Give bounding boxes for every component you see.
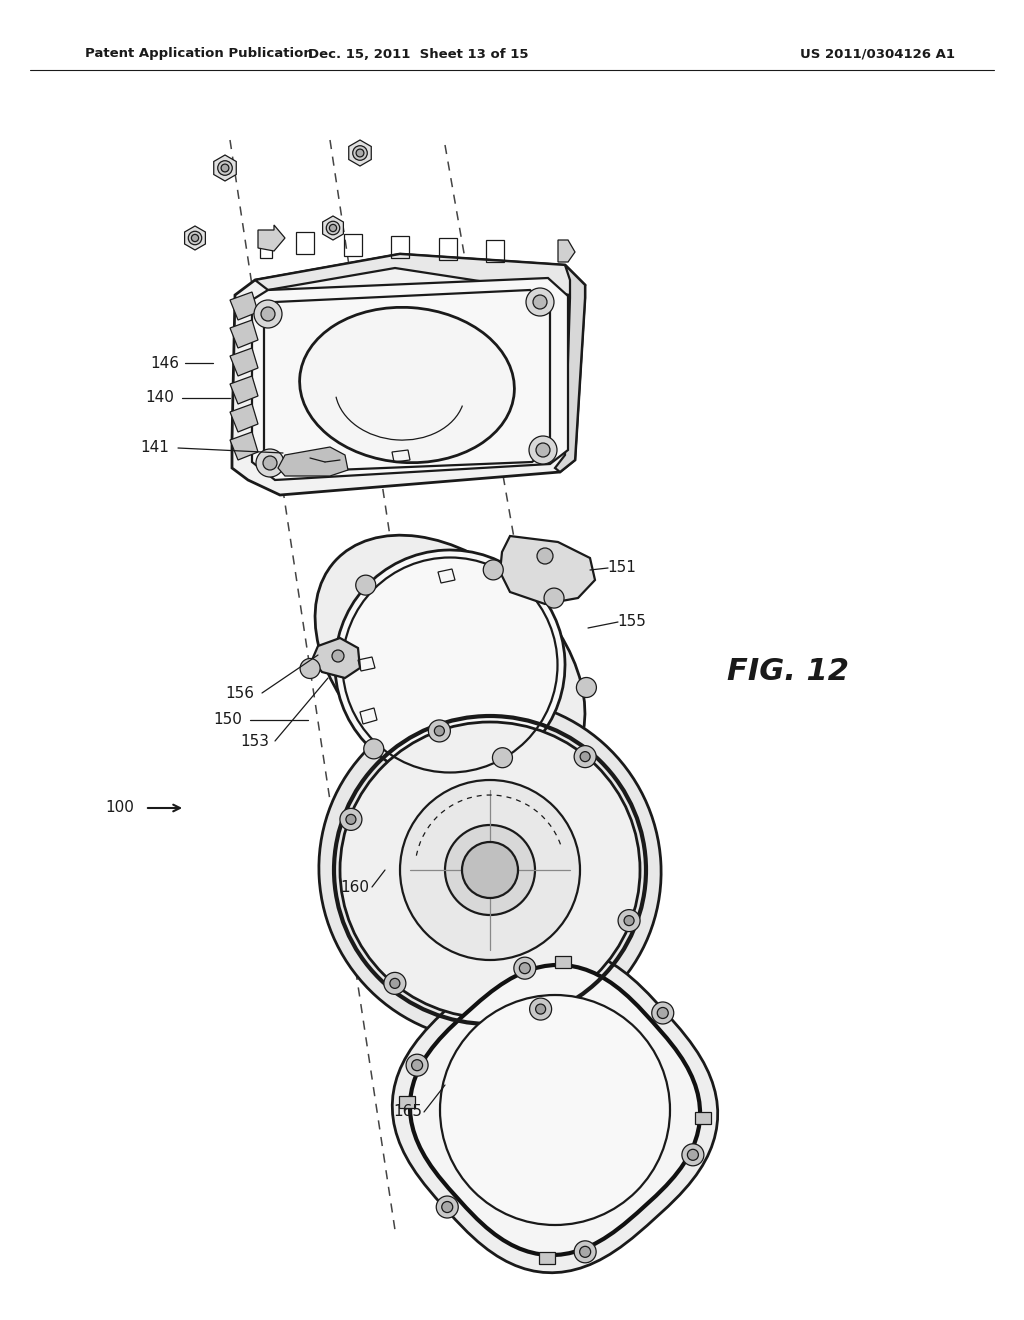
Circle shape xyxy=(493,747,512,768)
Circle shape xyxy=(436,1196,459,1218)
Circle shape xyxy=(577,677,596,697)
Circle shape xyxy=(682,1144,703,1166)
Circle shape xyxy=(412,1060,423,1071)
Circle shape xyxy=(624,916,634,925)
Text: 150: 150 xyxy=(214,713,243,727)
Text: 156: 156 xyxy=(225,685,255,701)
Polygon shape xyxy=(312,638,360,678)
Circle shape xyxy=(356,149,364,157)
Polygon shape xyxy=(278,447,348,477)
Circle shape xyxy=(537,548,553,564)
Text: 146: 146 xyxy=(151,355,179,371)
Polygon shape xyxy=(558,240,575,261)
Polygon shape xyxy=(392,948,718,1272)
Ellipse shape xyxy=(400,780,580,960)
Circle shape xyxy=(526,288,554,315)
Circle shape xyxy=(407,1055,428,1076)
Circle shape xyxy=(618,909,640,932)
Text: 165: 165 xyxy=(393,1105,423,1119)
Text: FIG. 12: FIG. 12 xyxy=(727,657,849,686)
Text: 153: 153 xyxy=(241,734,269,748)
Circle shape xyxy=(534,294,547,309)
Circle shape xyxy=(340,808,361,830)
Circle shape xyxy=(519,962,530,974)
Polygon shape xyxy=(230,319,258,348)
Circle shape xyxy=(544,589,564,609)
Polygon shape xyxy=(230,376,258,404)
Circle shape xyxy=(191,235,199,242)
Text: 151: 151 xyxy=(607,561,637,576)
Polygon shape xyxy=(500,536,595,605)
Circle shape xyxy=(581,751,590,762)
Polygon shape xyxy=(232,253,585,495)
Circle shape xyxy=(651,1002,674,1024)
Circle shape xyxy=(434,726,444,737)
Ellipse shape xyxy=(318,700,662,1041)
Circle shape xyxy=(332,649,344,663)
Ellipse shape xyxy=(340,722,640,1018)
Circle shape xyxy=(514,957,536,979)
Circle shape xyxy=(462,842,518,898)
Circle shape xyxy=(355,576,376,595)
Text: Patent Application Publication: Patent Application Publication xyxy=(85,48,312,61)
Circle shape xyxy=(574,746,596,768)
Text: US 2011/0304126 A1: US 2011/0304126 A1 xyxy=(800,48,955,61)
Polygon shape xyxy=(230,432,258,459)
Circle shape xyxy=(529,436,557,465)
Circle shape xyxy=(254,300,282,327)
Circle shape xyxy=(657,1007,669,1019)
Text: 155: 155 xyxy=(617,615,646,630)
Polygon shape xyxy=(214,154,237,181)
Circle shape xyxy=(580,1246,591,1258)
Text: Dec. 15, 2011  Sheet 13 of 15: Dec. 15, 2011 Sheet 13 of 15 xyxy=(308,48,528,61)
Circle shape xyxy=(536,1005,546,1014)
Circle shape xyxy=(261,308,275,321)
Circle shape xyxy=(263,455,278,470)
Circle shape xyxy=(346,814,356,825)
Polygon shape xyxy=(410,965,700,1255)
Text: 100: 100 xyxy=(105,800,134,816)
Polygon shape xyxy=(255,253,585,294)
Circle shape xyxy=(327,222,340,235)
Ellipse shape xyxy=(445,825,535,915)
Text: 141: 141 xyxy=(140,441,169,455)
Circle shape xyxy=(221,164,229,172)
Polygon shape xyxy=(555,956,570,968)
Polygon shape xyxy=(555,265,585,473)
Text: 140: 140 xyxy=(145,391,174,405)
Polygon shape xyxy=(184,226,206,249)
Circle shape xyxy=(330,224,337,231)
Polygon shape xyxy=(252,279,568,480)
Polygon shape xyxy=(399,1096,415,1109)
Circle shape xyxy=(300,659,321,678)
Ellipse shape xyxy=(335,550,565,780)
Polygon shape xyxy=(695,1111,711,1123)
Circle shape xyxy=(483,560,503,579)
Circle shape xyxy=(384,973,406,994)
Polygon shape xyxy=(258,224,285,251)
Circle shape xyxy=(529,998,552,1020)
Text: 160: 160 xyxy=(341,879,370,895)
Ellipse shape xyxy=(300,308,514,463)
Circle shape xyxy=(188,231,202,244)
Polygon shape xyxy=(540,1251,555,1263)
Circle shape xyxy=(687,1150,698,1160)
Ellipse shape xyxy=(315,535,585,795)
Polygon shape xyxy=(230,348,258,376)
Circle shape xyxy=(574,1241,596,1263)
Circle shape xyxy=(390,978,399,989)
Circle shape xyxy=(218,161,232,176)
Polygon shape xyxy=(323,216,343,240)
Circle shape xyxy=(441,1201,453,1213)
Ellipse shape xyxy=(440,995,670,1225)
Polygon shape xyxy=(230,404,258,432)
Circle shape xyxy=(256,449,284,477)
Polygon shape xyxy=(230,292,258,319)
Circle shape xyxy=(352,145,368,160)
Circle shape xyxy=(364,739,384,759)
Polygon shape xyxy=(349,140,372,166)
Circle shape xyxy=(428,719,451,742)
Circle shape xyxy=(536,444,550,457)
